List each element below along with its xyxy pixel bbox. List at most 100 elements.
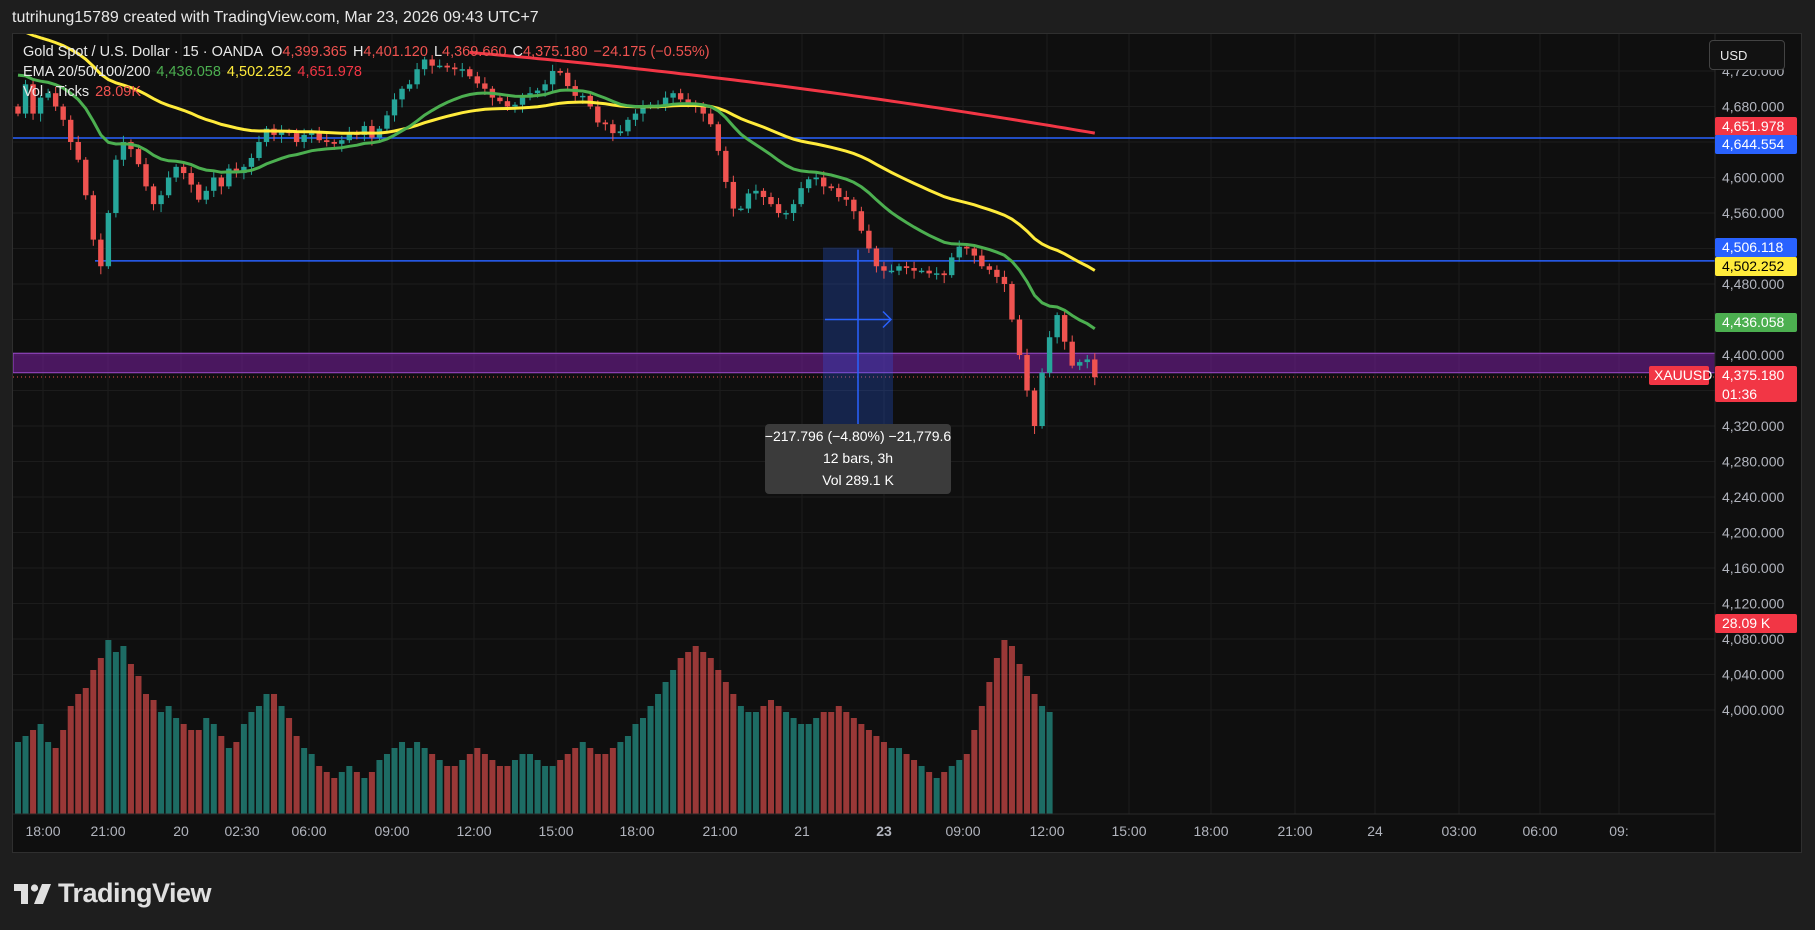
candle [790,204,797,213]
candle [949,257,955,276]
time-axis-label: 20 [173,823,189,839]
candle [903,266,910,269]
volume-bar [790,718,797,814]
candle [964,246,970,249]
open-value: 4,399.365 [282,44,347,60]
volume-bar [421,748,428,814]
symbol-legend[interactable]: Gold Spot / U.S. Dollar · 15 · OANDA O4,3… [23,44,716,60]
volume-bar [504,766,511,814]
volume-bar [331,778,338,814]
currency-selector[interactable]: USD [1709,40,1785,70]
volume-bar [692,646,699,814]
volume-bar [880,742,887,814]
symbol-tag-text: XAUUSD [1654,367,1712,383]
volume-bar [135,676,142,814]
ema20-tag-text: 4,436.058 [1722,314,1784,330]
volume-bar [587,748,594,814]
volume-bar [978,706,985,814]
ema100-tag-text: 4,651.978 [1722,118,1784,134]
volume-bar [195,730,202,814]
volume-bar [805,724,812,814]
volume-bar [896,748,903,814]
candle [37,97,44,114]
symbol-tag: XAUUSD [1649,366,1712,385]
ema50-line [25,34,1096,272]
volume-bar [730,694,737,814]
volume-bar [225,748,232,814]
candle [677,93,684,100]
time-axis-label: 21:00 [90,823,125,839]
volume-tag: 28.09 K [1715,614,1797,633]
candle [602,122,609,125]
tradingview-logo-icon [14,883,51,904]
volume-bar [737,706,744,814]
candle [293,133,300,142]
volume-bar [722,682,729,814]
volume-bar [368,772,375,814]
volume-bar [707,658,714,814]
price-axis-label: 4,200.000 [1722,525,1784,541]
candle [775,204,782,213]
candle [858,211,865,231]
candle [1009,284,1015,320]
volume-legend[interactable]: Vol · Ticks 28.09K [23,84,147,100]
time-axis-label: 06:00 [1522,823,1557,839]
candle [723,150,729,182]
candle [685,99,691,103]
volume-bar [278,706,285,814]
volume-bar [105,640,112,814]
measure-tooltip-line2: 12 bars, 3h [823,450,893,466]
ema100-value: 4,651.978 [297,64,362,80]
volume-bar [662,682,669,814]
low-label: L [433,44,443,60]
candle [1077,362,1083,366]
candle [768,197,774,205]
candle [851,199,857,212]
candle [158,195,164,205]
volume-bar [127,664,134,814]
volume-bar [986,682,993,814]
volume-bar [865,730,872,814]
candle [1031,390,1038,426]
candle [52,93,59,107]
price-axis-label: 4,120.000 [1722,596,1784,612]
volume-bar [496,766,503,814]
candle [708,113,714,125]
tradingview-logo[interactable]: TradingView [14,878,212,909]
candle [105,213,112,267]
candle [391,99,398,116]
symbol-title: Gold Spot / U.S. Dollar · 15 · OANDA [23,44,264,60]
low-value: 4,369.660 [442,44,507,60]
ema-legend[interactable]: EMA 20/50/100/200 4,436.058 4,502.252 4,651… [23,64,368,80]
candle [595,106,601,123]
volume-bar [37,724,44,814]
volume-bar [481,754,488,814]
candle [15,106,21,114]
volume-bar [429,754,436,814]
candle [384,115,390,129]
price-chart[interactable]: −217.796 (−4.80%) −21,779.6 12 bars, 3h Vo… [13,34,1801,852]
candle [331,142,337,144]
ema20-value: 4,436.058 [156,64,221,80]
volume-bar [203,718,210,814]
volume-bar [271,694,278,814]
candle [68,119,74,142]
candle [580,95,586,98]
time-axis-label: 23 [876,823,892,839]
volume-bar [22,736,29,814]
candle [1069,341,1075,366]
candle [263,128,270,142]
volume-bar [715,670,722,814]
candle [436,65,443,68]
candle [120,142,127,160]
candle [173,166,179,178]
candle [414,69,420,85]
volume-bar [474,748,481,814]
candle [226,168,232,187]
time-axis-label: 18:00 [1193,823,1228,839]
candle [753,190,759,194]
volume-bar [52,748,59,814]
volume-bar [911,760,918,814]
candle [60,106,66,120]
chart-pane[interactable]: −217.796 (−4.80%) −21,779.6 12 bars, 3h Vo… [12,33,1802,853]
